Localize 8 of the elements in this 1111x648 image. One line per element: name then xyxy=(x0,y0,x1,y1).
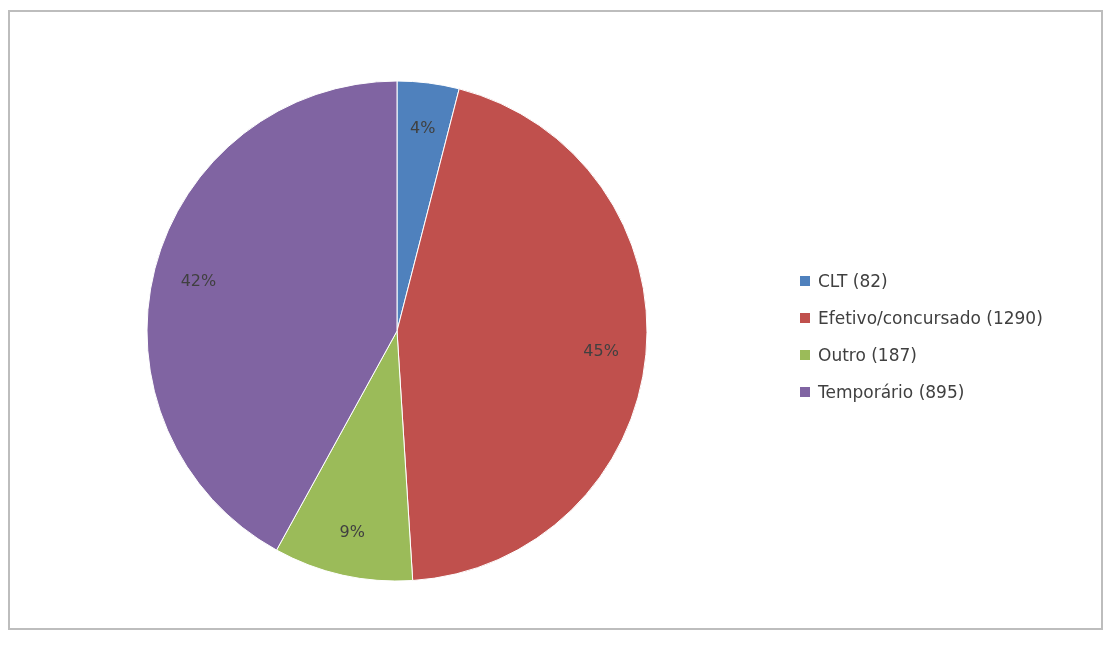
data-label: 9% xyxy=(339,521,365,541)
legend-label: Temporário (895) xyxy=(818,381,965,402)
legend-label: CLT (82) xyxy=(818,270,888,291)
legend-label: Efetivo/concursado (1290) xyxy=(818,307,1043,328)
data-label: 42% xyxy=(180,270,217,290)
legend-label: Outro (187) xyxy=(818,344,917,365)
data-label: 4% xyxy=(410,118,436,138)
data-label: 45% xyxy=(583,340,619,360)
